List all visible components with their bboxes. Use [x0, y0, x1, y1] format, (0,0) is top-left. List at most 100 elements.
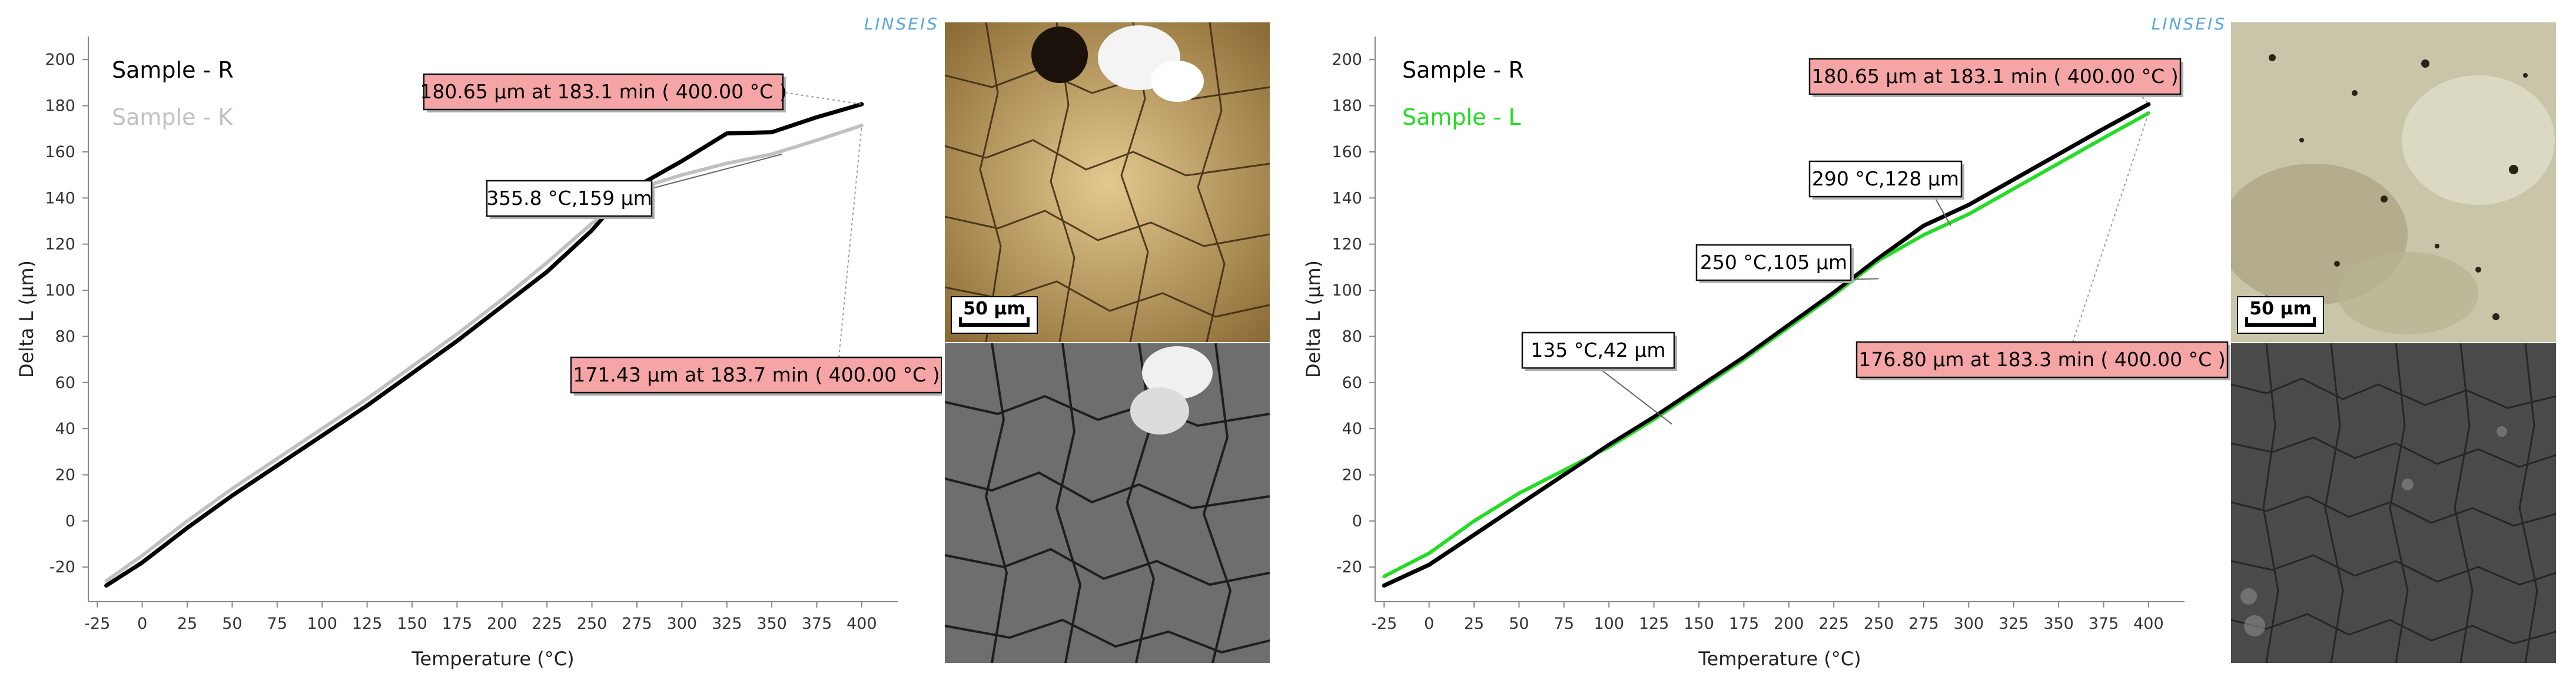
series-line-1 — [104, 124, 864, 583]
y-tick-label: 120 — [45, 235, 75, 254]
x-tick-label: 75 — [267, 615, 287, 633]
scale-bar: 50 µm — [2237, 296, 2324, 334]
callout-0: 180.65 µm at 183.1 min ( 400.00 °C ) — [420, 73, 862, 112]
x-tick-label: 200 — [487, 615, 517, 633]
y-axis-title: Delta L (µm) — [1302, 260, 1324, 378]
callout-box — [1808, 58, 2182, 95]
y-axis-title: Delta L (µm) — [15, 260, 38, 378]
legend-entry-0: Sample - R — [1402, 57, 1524, 83]
y-tick-label: 100 — [1332, 281, 1362, 300]
callout-1: 290 °C,128 µm — [1808, 160, 1964, 226]
x-tick-label: 125 — [352, 615, 383, 633]
dilatometry-chart-left: -20 0 20 40 60 80 100 120 140 160 180 200 -25 0 25 50 75… — [15, 14, 942, 670]
callout-label: 290 °C,128 µm — [1812, 167, 1959, 190]
callout-leader — [651, 153, 783, 189]
x-tick-label: 175 — [1729, 615, 1760, 633]
series-line-0-top — [1383, 102, 2150, 588]
callout-label: 355.8 °C,159 µm — [486, 187, 652, 210]
x-axis-title: Temperature (°C) — [411, 648, 574, 670]
callout-box — [1695, 244, 1852, 281]
y-tick-label: 200 — [45, 51, 75, 69]
x-tick-label: 100 — [1594, 615, 1624, 633]
callout-1: 355.8 °C,159 µm — [486, 153, 783, 219]
legend-entry-0: Sample - R — [112, 57, 234, 83]
callout-label: 180.65 µm at 183.1 min ( 400.00 °C ) — [1811, 65, 2178, 88]
x-tick-label: 25 — [177, 615, 197, 633]
micrograph-right-gray — [2231, 343, 2556, 663]
x-tick-label: 325 — [1999, 615, 2029, 633]
callout-4: 176.80 µm at 183.3 min ( 400.00 °C ) — [1855, 112, 2230, 380]
x-tick-label: 250 — [1864, 615, 1894, 633]
x-tick-label: 225 — [532, 615, 562, 633]
y-tick-label: 120 — [1332, 235, 1362, 254]
scale-bar-label: 50 µm — [2249, 298, 2312, 319]
micrograph-right-gray-image — [2231, 343, 2556, 663]
callout-leader — [1934, 196, 1951, 226]
callout-label: 180.65 µm at 183.1 min ( 400.00 °C ) — [420, 80, 786, 103]
y-tick-label: 200 — [1332, 51, 1362, 69]
callout-box — [1808, 160, 1963, 198]
series-line-1 — [1382, 111, 2150, 578]
y-tick-label: 140 — [1332, 189, 1362, 207]
callout-box — [423, 73, 784, 111]
callout-label: 176.80 µm at 183.3 min ( 400.00 °C ) — [1858, 348, 2225, 371]
x-tick-label: 200 — [1774, 615, 1804, 633]
y-tick-label: 40 — [55, 420, 75, 438]
micrograph-left-color: 50 µm — [945, 22, 1270, 342]
y-tick-label: 80 — [55, 327, 75, 346]
scale-bar: 50 µm — [951, 296, 1038, 334]
callout-leader — [779, 91, 862, 105]
x-tick-label: 0 — [137, 615, 147, 633]
dilatometry-chart-right: -20 0 20 40 60 80 100 120 140 160 180 200 -25 0 25 50 75… — [1302, 14, 2230, 670]
y-tick-label: 0 — [65, 512, 75, 530]
legend-entry-1: Sample - K — [112, 104, 233, 130]
x-tick-label: 0 — [1424, 615, 1434, 633]
x-tick-label: 300 — [667, 615, 698, 633]
micrograph-left-gray — [945, 343, 1270, 663]
y-tick-label: 80 — [1342, 327, 1362, 346]
x-tick-label: 375 — [2089, 615, 2119, 633]
x-tick-label: 125 — [1639, 615, 1669, 633]
x-tick-label: 150 — [397, 615, 427, 633]
callout-box — [570, 356, 942, 394]
x-tick-label: -25 — [84, 615, 110, 633]
y-tick-label: 20 — [1342, 466, 1362, 484]
x-tick-label: 275 — [622, 615, 652, 633]
callout-box — [1521, 331, 1675, 369]
x-tick-label: -25 — [1371, 615, 1397, 633]
x-tick-label: 50 — [1509, 615, 1529, 633]
callout-2: 250 °C,105 µm — [1695, 244, 1879, 283]
brand-logo: LINSEIS — [864, 14, 939, 34]
callout-box — [486, 180, 653, 217]
x-tick-label: 25 — [1464, 615, 1484, 633]
micrograph-right-color: 50 µm — [2231, 22, 2556, 342]
x-tick-label: 325 — [712, 615, 742, 633]
x-tick-label: 50 — [222, 615, 242, 633]
y-tick-label: -20 — [49, 558, 75, 576]
x-axis-title: Temperature (°C) — [1698, 648, 1861, 670]
brand-logo: LINSEIS — [2152, 14, 2226, 34]
scale-bar-label: 50 µm — [963, 298, 1025, 319]
micrograph-left-gray-image — [945, 343, 1270, 663]
callout-leader — [838, 125, 862, 358]
legend-entry-1: Sample - L — [1402, 104, 1521, 130]
x-tick-label: 400 — [2133, 615, 2164, 633]
callout-label: 250 °C,105 µm — [1700, 251, 1847, 274]
callout-leader — [1598, 367, 1672, 425]
callout-3: 135 °C,42 µm — [1521, 331, 1677, 425]
y-tick-label: 60 — [1342, 374, 1362, 392]
y-tick-label: 100 — [45, 281, 75, 300]
y-tick-label: 140 — [45, 189, 75, 207]
y-tick-label: 180 — [1332, 97, 1362, 115]
micrograph-right-color-image — [2231, 22, 2556, 342]
callout-2: 171.43 µm at 183.7 min ( 400.00 °C ) — [570, 125, 942, 396]
series-line-0 — [104, 102, 864, 588]
callout-label: 171.43 µm at 183.7 min ( 400.00 °C ) — [573, 363, 940, 386]
x-tick-label: 375 — [802, 615, 832, 633]
x-tick-label: 75 — [1554, 615, 1574, 633]
callout-0: 180.65 µm at 183.1 min ( 400.00 °C ) — [1808, 58, 2183, 105]
y-tick-label: 0 — [1352, 512, 1362, 530]
y-tick-label: 20 — [55, 466, 75, 484]
y-tick-label: 40 — [1342, 420, 1362, 438]
y-tick-label: 160 — [1332, 143, 1362, 161]
